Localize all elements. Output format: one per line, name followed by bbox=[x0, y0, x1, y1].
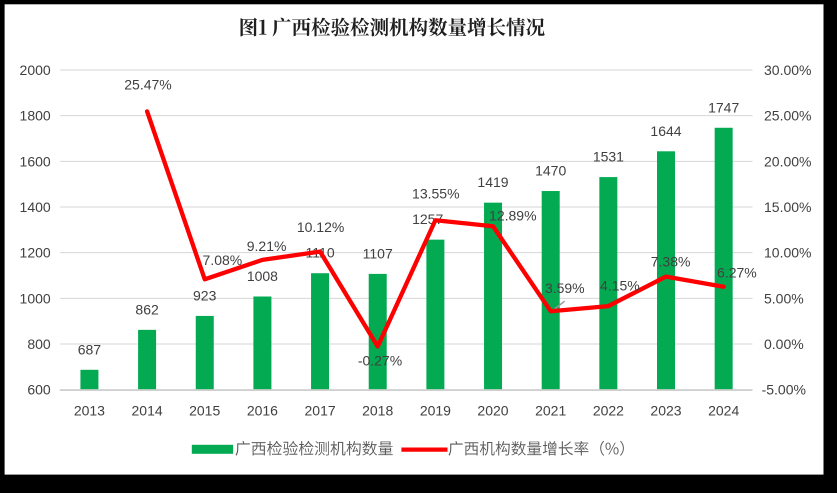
svg-text:687: 687 bbox=[78, 341, 102, 357]
svg-text:4.15%: 4.15% bbox=[600, 277, 640, 293]
svg-text:1200: 1200 bbox=[20, 245, 51, 261]
svg-text:2017: 2017 bbox=[305, 402, 336, 418]
svg-text:2020: 2020 bbox=[477, 402, 508, 418]
svg-text:2023: 2023 bbox=[650, 402, 681, 418]
svg-text:13.55%: 13.55% bbox=[412, 186, 459, 202]
svg-text:2021: 2021 bbox=[535, 402, 566, 418]
svg-text:7.38%: 7.38% bbox=[651, 253, 691, 269]
svg-text:1419: 1419 bbox=[477, 174, 508, 190]
svg-text:1747: 1747 bbox=[708, 99, 739, 115]
svg-text:6.27%: 6.27% bbox=[717, 264, 757, 280]
svg-text:5.00%: 5.00% bbox=[764, 290, 804, 306]
svg-text:25.47%: 25.47% bbox=[124, 77, 171, 93]
svg-text:1008: 1008 bbox=[247, 268, 278, 284]
svg-text:25.00%: 25.00% bbox=[764, 108, 811, 124]
svg-text:2019: 2019 bbox=[420, 402, 451, 418]
svg-text:923: 923 bbox=[193, 287, 217, 303]
svg-text:20.00%: 20.00% bbox=[764, 153, 811, 169]
svg-text:1400: 1400 bbox=[20, 199, 51, 215]
svg-text:1644: 1644 bbox=[650, 123, 681, 139]
svg-text:-0.27%: -0.27% bbox=[358, 352, 402, 368]
svg-text:1600: 1600 bbox=[20, 153, 51, 169]
svg-text:9.21%: 9.21% bbox=[247, 238, 287, 254]
svg-text:800: 800 bbox=[27, 336, 51, 352]
svg-text:12.89%: 12.89% bbox=[489, 208, 536, 224]
svg-text:0.00%: 0.00% bbox=[764, 336, 804, 352]
svg-text:-5.00%: -5.00% bbox=[762, 382, 806, 398]
svg-text:3.59%: 3.59% bbox=[545, 280, 585, 296]
svg-text:1470: 1470 bbox=[535, 163, 566, 179]
svg-text:1800: 1800 bbox=[20, 108, 51, 124]
svg-text:2015: 2015 bbox=[189, 402, 220, 418]
svg-text:2013: 2013 bbox=[74, 402, 105, 418]
svg-text:2022: 2022 bbox=[593, 402, 624, 418]
svg-text:10.00%: 10.00% bbox=[764, 245, 811, 261]
svg-text:862: 862 bbox=[135, 301, 159, 317]
svg-text:2024: 2024 bbox=[708, 402, 739, 418]
svg-text:2000: 2000 bbox=[20, 62, 51, 78]
svg-text:1000: 1000 bbox=[20, 290, 51, 306]
svg-text:1107: 1107 bbox=[363, 245, 393, 261]
svg-text:2016: 2016 bbox=[247, 402, 278, 418]
svg-text:30.00%: 30.00% bbox=[764, 62, 811, 78]
svg-text:2014: 2014 bbox=[132, 402, 163, 418]
svg-text:600: 600 bbox=[27, 382, 51, 398]
svg-text:1531: 1531 bbox=[593, 149, 624, 165]
svg-text:15.00%: 15.00% bbox=[764, 199, 811, 215]
svg-text:10.12%: 10.12% bbox=[297, 219, 344, 235]
svg-text:2018: 2018 bbox=[362, 402, 393, 418]
svg-text:7.08%: 7.08% bbox=[203, 252, 243, 268]
